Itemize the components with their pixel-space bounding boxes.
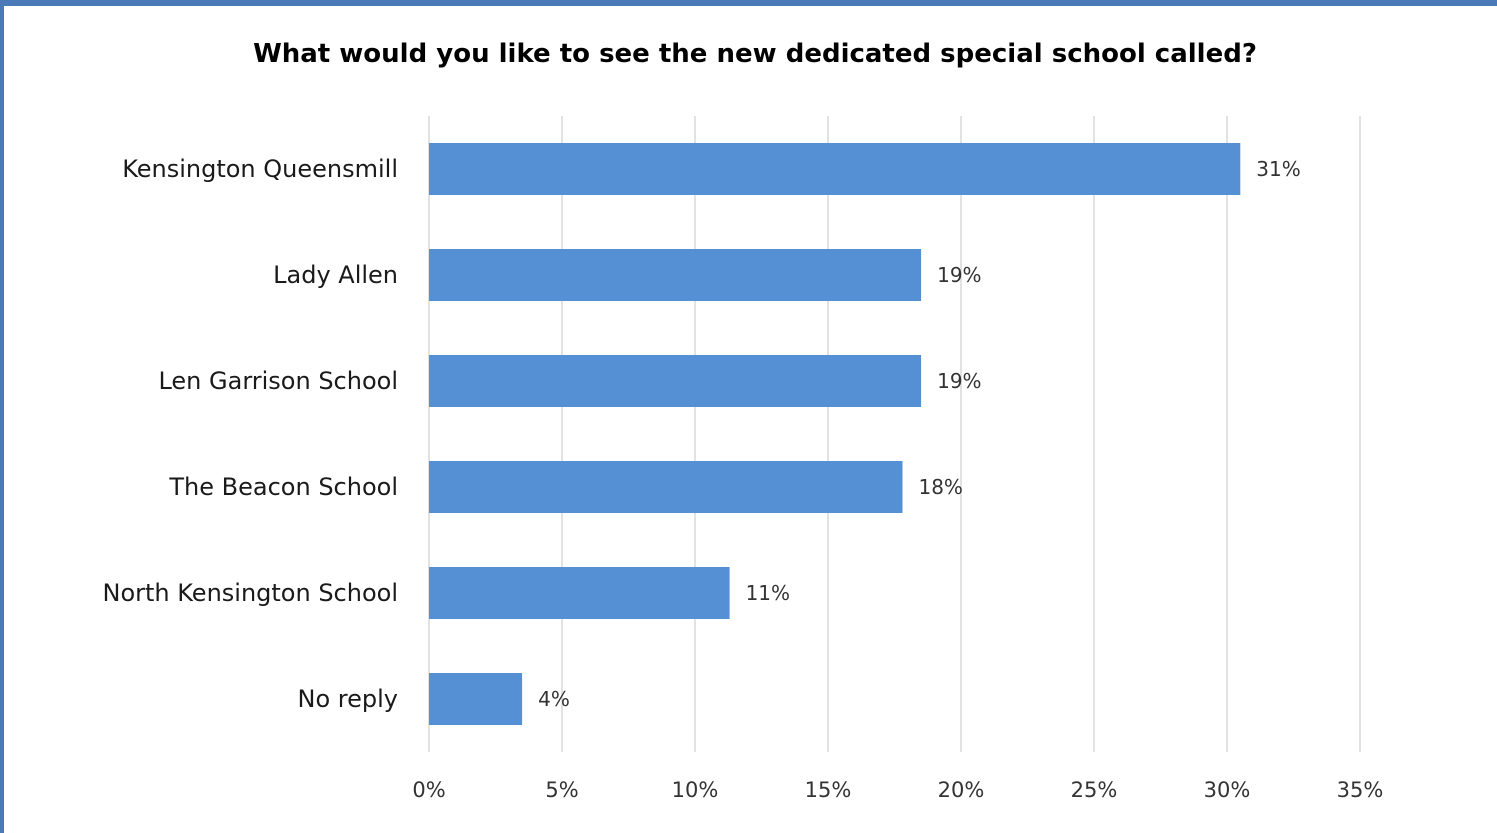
bar bbox=[429, 249, 922, 301]
bar bbox=[429, 673, 523, 725]
x-tick-label: 30% bbox=[1204, 778, 1251, 802]
bar bbox=[429, 461, 903, 513]
x-tick-label: 0% bbox=[412, 778, 445, 802]
gridlines bbox=[428, 116, 1361, 752]
category-labels: Kensington Queensmill Lady Allen Len Garri… bbox=[103, 155, 399, 713]
bar bbox=[429, 567, 730, 619]
category-label: Len Garrison School bbox=[158, 367, 398, 395]
bar bbox=[429, 143, 1241, 195]
data-labels: 31% 19% 19% 18% 11% 4% bbox=[538, 157, 1301, 711]
x-tick-label: 20% bbox=[938, 778, 985, 802]
data-label: 19% bbox=[937, 263, 981, 287]
bar bbox=[429, 355, 922, 407]
category-label: No reply bbox=[298, 685, 398, 713]
x-tick-label: 25% bbox=[1071, 778, 1118, 802]
data-label: 11% bbox=[746, 581, 790, 605]
category-label: Kensington Queensmill bbox=[122, 155, 398, 183]
x-tick-label: 15% bbox=[805, 778, 852, 802]
category-label: The Beacon School bbox=[168, 473, 398, 501]
data-label: 31% bbox=[1256, 157, 1300, 181]
x-axis-tick-labels: 0% 5% 10% 15% 20% 25% 30% 35% bbox=[412, 778, 1383, 802]
category-label: North Kensington School bbox=[103, 579, 399, 607]
data-label: 4% bbox=[538, 687, 570, 711]
x-tick-label: 35% bbox=[1337, 778, 1384, 802]
bars bbox=[429, 143, 1241, 725]
data-label: 18% bbox=[918, 475, 962, 499]
data-label: 19% bbox=[937, 369, 981, 393]
x-tick-label: 10% bbox=[672, 778, 719, 802]
category-label: Lady Allen bbox=[273, 261, 398, 289]
x-tick-label: 5% bbox=[545, 778, 578, 802]
chart-title: What would you like to see the new dedic… bbox=[253, 39, 1257, 69]
